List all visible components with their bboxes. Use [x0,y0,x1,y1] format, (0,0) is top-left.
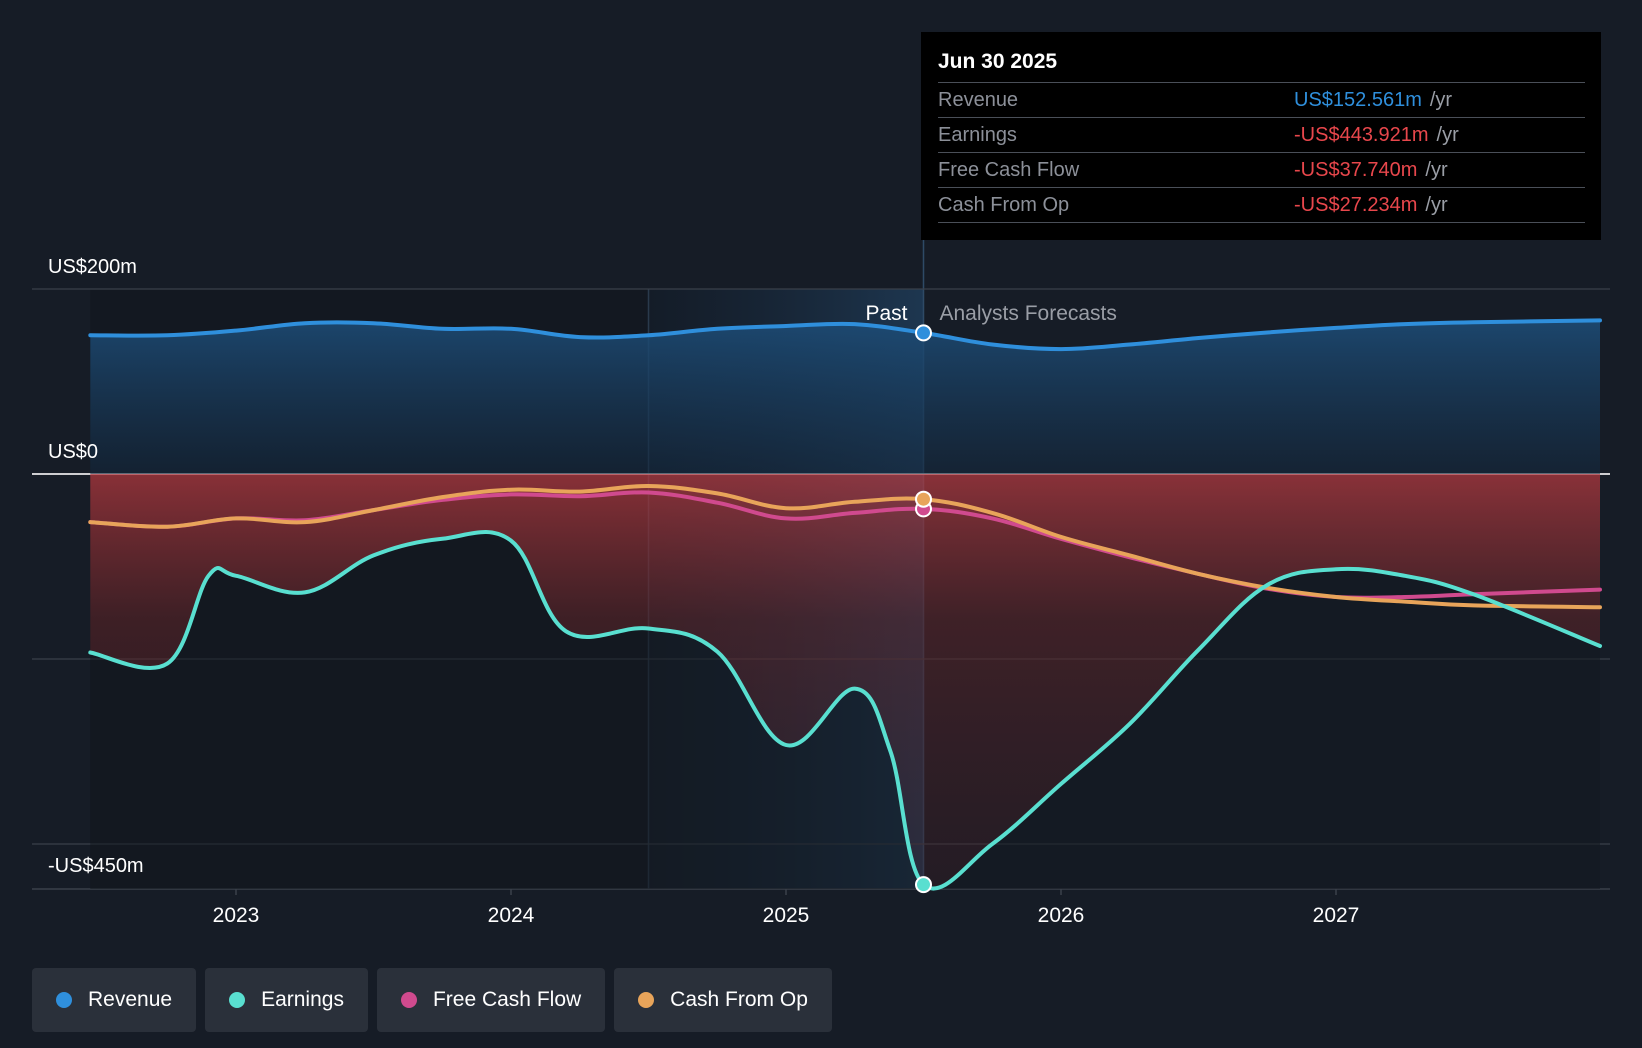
marker-earnings [915,876,932,894]
tooltip-date: Jun 30 2025 [938,50,1058,73]
x-tick-label: 2023 [213,904,260,927]
tooltip-label: Cash From Op [938,194,1070,216]
legend-label: Free Cash Flow [432,988,582,1011]
legend-dot-icon [56,992,72,1008]
series-line-revenue [88,318,1602,352]
legend-label: Earnings [261,988,344,1011]
chart-area: US$200m US$0 -US$450m 2023 2024 2025 2026 2027 P… [32,240,1610,927]
forecast-label: Analysts Forecasts [940,302,1117,325]
tooltip-row: Cash From Op -US$27.234m/yr [938,187,1585,223]
tooltip-unit: /yr [1436,124,1459,146]
legend-dot-icon [229,992,246,1008]
legend-item-revenue[interactable]: Revenue [32,968,197,1032]
tooltip-unit: /yr [1425,194,1448,216]
x-tick-label: 2024 [488,904,535,927]
tooltip-row: Earnings -US$443.921m/yr [938,117,1585,152]
y-axis-label: -US$450m [48,855,144,877]
x-tick-label: 2026 [1038,904,1085,927]
legend-item-cash-from-op[interactable]: Cash From Op [614,968,832,1032]
x-tick-label: 2025 [763,904,810,927]
y-axis-label: US$0 [48,441,98,463]
tooltip: Jun 30 2025 Revenue US$152.561m/yr Earning… [921,32,1601,240]
series-line-earnings [88,530,1602,891]
legend-dot-icon [400,992,417,1008]
tooltip-label: Earnings [938,124,1017,146]
legend-item-earnings[interactable]: Earnings [205,968,368,1032]
series-line-cash-from-op [88,483,1602,610]
tooltip-value: -US$27.234m [1294,194,1418,216]
marker-revenue [915,324,932,342]
legend-dot-icon [638,992,655,1008]
tooltip-label: Free Cash Flow [938,159,1080,181]
below-earnings-shade [90,532,1600,889]
tooltip-label: Revenue [938,89,1019,111]
legend-item-free-cash-flow[interactable]: Free Cash Flow [376,968,606,1032]
tooltip-row: Revenue US$152.561m/yr [938,82,1585,117]
tooltip-unit: /yr [1429,89,1453,111]
tooltip-row: Free Cash Flow -US$37.740m/yr [938,152,1585,187]
legend-label: Cash From Op [670,988,808,1011]
tooltip-unit: /yr [1425,159,1448,181]
revenue-area [90,320,1600,474]
legend: Revenue Earnings Free Cash Flow Cash From O… [32,968,832,1032]
tooltip-value: -US$37.740m [1294,159,1418,181]
x-tick-label: 2027 [1313,904,1360,927]
legend-label: Revenue [88,988,173,1011]
past-label: Past [865,302,907,325]
tooltip-value: US$152.561m [1294,89,1422,111]
marker-cash-from-op [915,490,932,508]
tooltip-value: -US$443.921m [1294,124,1429,146]
y-axis-label: US$200m [48,256,137,278]
